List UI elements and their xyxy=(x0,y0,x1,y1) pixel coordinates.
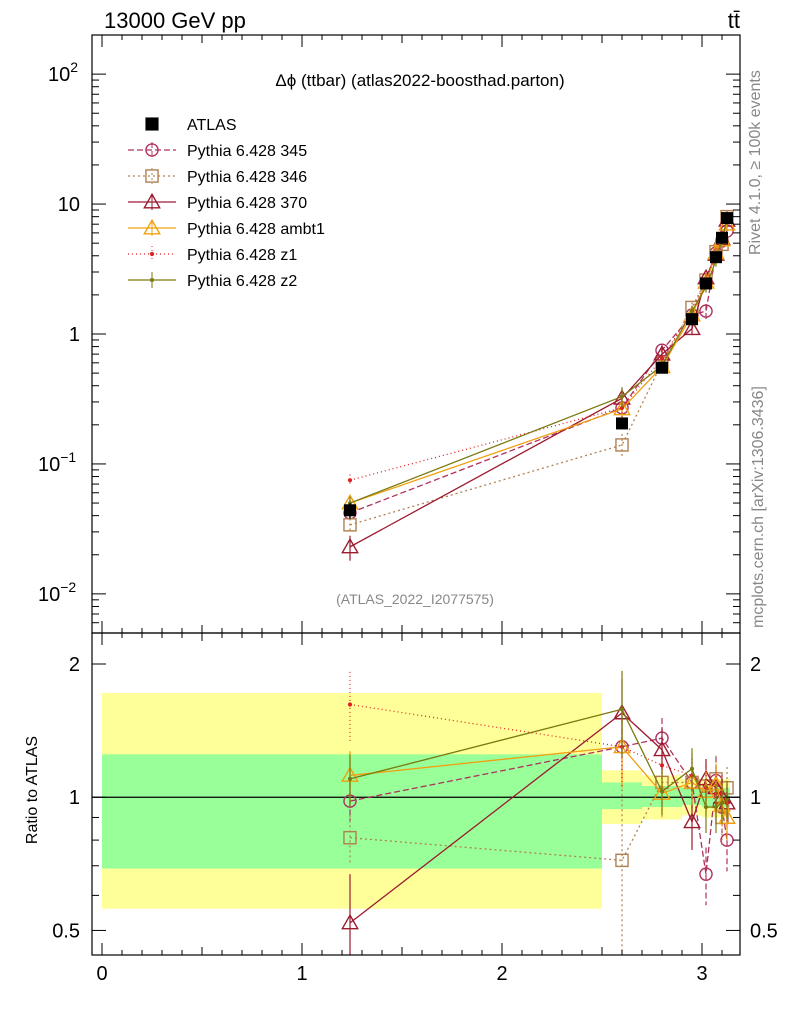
legend: ATLAS Pythia 6.428 345 Pythia 6.428 346 Pyt… xyxy=(128,117,325,290)
rivet-version-label: Rivet 4.1.0, ≥ 100k events xyxy=(747,70,764,255)
ratio-point xyxy=(699,867,713,881)
main-series-5 xyxy=(347,213,730,511)
atlas-data-point xyxy=(686,313,698,326)
main-series-line-2 xyxy=(349,220,728,548)
ratio-series-line-4 xyxy=(349,703,728,804)
main-series-2 xyxy=(341,211,736,561)
ratio-y-tick-label-right: 0.5 xyxy=(750,920,778,942)
legend-entry: Pythia 6.428 345 xyxy=(128,142,307,160)
x-tick-label: 0 xyxy=(96,963,107,985)
legend-marker xyxy=(145,143,159,157)
legend-marker xyxy=(149,251,155,257)
analysis-watermark: (ATLAS_2022_I2077575) xyxy=(336,591,494,607)
ratio-point xyxy=(341,913,359,930)
atlas-data-point xyxy=(344,504,356,517)
atlas-data-point xyxy=(700,277,712,290)
main-point xyxy=(615,438,629,452)
main-y-tick-label: 10−2 xyxy=(38,579,76,606)
main-series-line-5 xyxy=(349,218,728,504)
atlas-data-point xyxy=(656,361,668,374)
ratio-point xyxy=(615,853,629,868)
legend-entry: Pythia 6.428 346 xyxy=(128,168,307,186)
legend-entry: ATLAS xyxy=(145,117,237,134)
main-y-tick-label: 1 xyxy=(69,324,80,346)
main-series-line-3 xyxy=(349,223,728,504)
ratio-point xyxy=(659,763,665,768)
header-process-label: tt̄ xyxy=(728,8,740,33)
ratio-y-tick-label: 2 xyxy=(69,654,80,676)
ratio-y-tick-label: 1 xyxy=(69,787,80,809)
atlas-data-point xyxy=(616,417,628,430)
main-series-line-1 xyxy=(349,216,728,526)
legend-entry: Pythia 6.428 z1 xyxy=(128,246,297,264)
ratio-y-tick-label-right: 2 xyxy=(750,654,761,676)
ratio-point xyxy=(703,804,709,810)
legend-label: ATLAS xyxy=(187,117,237,134)
main-series-0 xyxy=(343,224,734,521)
ratio-point xyxy=(343,830,357,845)
ratio-point xyxy=(718,808,736,824)
ratio-point xyxy=(683,812,701,829)
main-panel: 10−2 10−1 1 10 102 Δϕ (ttbar) (atlas2022-boo… xyxy=(38,34,741,634)
ratio-point xyxy=(724,797,730,802)
main-point xyxy=(683,319,701,336)
x-tick-label: 1 xyxy=(296,963,307,985)
main-y-tick-label: 10 xyxy=(58,194,80,216)
main-point xyxy=(343,518,357,532)
header-energy-label: 13000 GeV pp xyxy=(104,8,246,33)
ratio-panel: 0 1 2 3 0.5 0.5 1 1 2 2 Ratio to ATLAS xyxy=(24,632,778,985)
main-point xyxy=(341,537,359,554)
main-point xyxy=(613,399,631,416)
legend-entry: Pythia 6.428 z2 xyxy=(128,272,297,290)
main-point xyxy=(347,478,353,483)
chart-title: Δϕ (ttbar) (atlas2022-boosthad.parton) xyxy=(275,71,564,90)
ratio-inner-band xyxy=(102,754,602,869)
atlas-data-series xyxy=(344,212,733,519)
legend-marker xyxy=(145,117,159,131)
main-point xyxy=(619,394,625,399)
x-tick-label: 3 xyxy=(696,963,707,985)
legend-label: Pythia 6.428 370 xyxy=(187,195,307,212)
x-tick-label: 2 xyxy=(496,963,507,985)
ratio-ylabel: Ratio to ATLAS xyxy=(24,736,41,844)
legend-label: Pythia 6.428 345 xyxy=(187,143,307,160)
atlas-data-point xyxy=(710,251,722,264)
main-point xyxy=(699,304,713,318)
main-point xyxy=(689,309,695,314)
main-series-3 xyxy=(341,215,736,511)
legend-entry: Pythia 6.428 ambt1 xyxy=(128,218,325,238)
legend-label: Pythia 6.428 346 xyxy=(187,169,307,186)
legend-marker xyxy=(143,218,161,235)
ratio-y-tick-label: 0.5 xyxy=(52,920,80,942)
main-series-line-4 xyxy=(349,219,728,481)
ratio-series-5 xyxy=(347,670,730,834)
legend-label: Pythia 6.428 z2 xyxy=(187,273,297,290)
ratio-point xyxy=(713,804,719,810)
legend-label: Pythia 6.428 ambt1 xyxy=(187,221,325,238)
ratio-point xyxy=(659,789,665,794)
ratio-point xyxy=(347,776,353,781)
ratio-panel-frame xyxy=(91,632,741,956)
main-series-line-0 xyxy=(349,230,728,514)
legend-marker xyxy=(143,192,161,209)
mcplots-credit-label: mcplots.cern.ch [arXiv:1306.3436] xyxy=(750,386,767,628)
main-point xyxy=(659,356,665,361)
main-y-tick-label: 10−1 xyxy=(38,449,76,476)
ratio-point xyxy=(653,740,671,757)
ratio-point xyxy=(719,800,725,806)
atlas-data-point xyxy=(716,231,728,244)
legend-entry: Pythia 6.428 370 xyxy=(128,192,307,212)
legend-marker xyxy=(145,169,159,183)
ratio-point xyxy=(689,766,695,771)
ratio-point xyxy=(619,707,625,712)
main-series-1 xyxy=(343,209,734,532)
ratio-y-tick-label-right: 1 xyxy=(750,787,761,809)
atlas-data-point xyxy=(721,212,733,225)
legend-label: Pythia 6.428 z1 xyxy=(187,247,297,264)
main-y-tick-label: 102 xyxy=(48,59,78,86)
legend-marker xyxy=(149,277,155,283)
ratio-point xyxy=(347,702,353,707)
